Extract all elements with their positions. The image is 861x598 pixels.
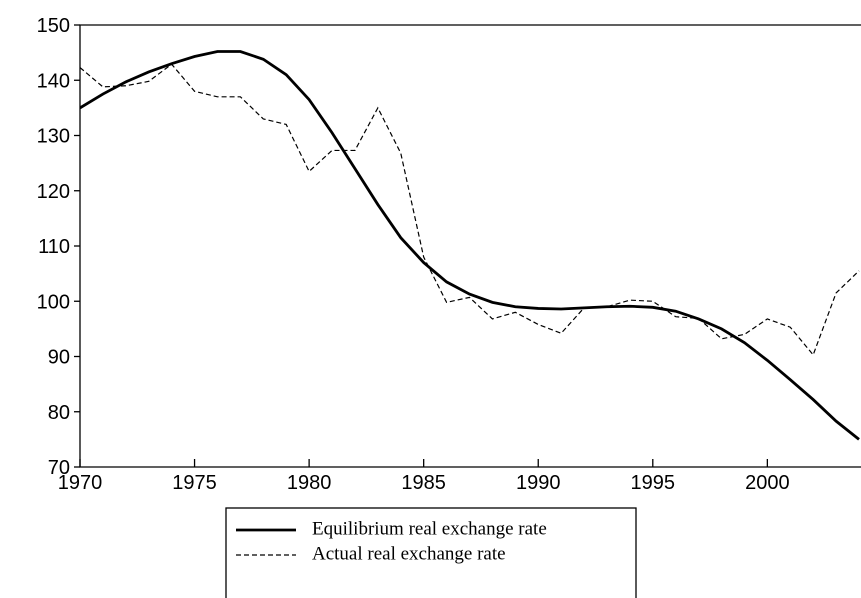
y-tick-label: 70 bbox=[48, 457, 70, 479]
plot-frame bbox=[79, 24, 861, 468]
y-tick-label: 140 bbox=[37, 70, 70, 92]
legend-label: Actual real exchange rate bbox=[312, 543, 506, 564]
legend-label: Equilibrium real exchange rate bbox=[312, 518, 547, 539]
series-line bbox=[80, 63, 860, 357]
x-tick-label: 1970 bbox=[58, 472, 103, 494]
x-tick-label: 1980 bbox=[287, 472, 332, 494]
x-tick-label: 1985 bbox=[401, 472, 446, 494]
legend-box bbox=[225, 507, 637, 598]
y-tick-label: 110 bbox=[38, 236, 70, 258]
x-tick-label: 1995 bbox=[631, 472, 676, 494]
y-tick-label: 130 bbox=[37, 126, 70, 148]
series-line bbox=[80, 50, 860, 441]
y-tick-label: 90 bbox=[48, 347, 70, 369]
x-tick-label: 2000 bbox=[745, 472, 790, 494]
y-tick-label: 150 bbox=[37, 15, 70, 37]
y-tick-label: 100 bbox=[37, 291, 70, 313]
x-tick-label: 1990 bbox=[516, 472, 561, 494]
x-tick-label: 1975 bbox=[172, 472, 217, 494]
y-tick-label: 120 bbox=[37, 181, 70, 203]
y-tick-label: 80 bbox=[48, 402, 70, 424]
